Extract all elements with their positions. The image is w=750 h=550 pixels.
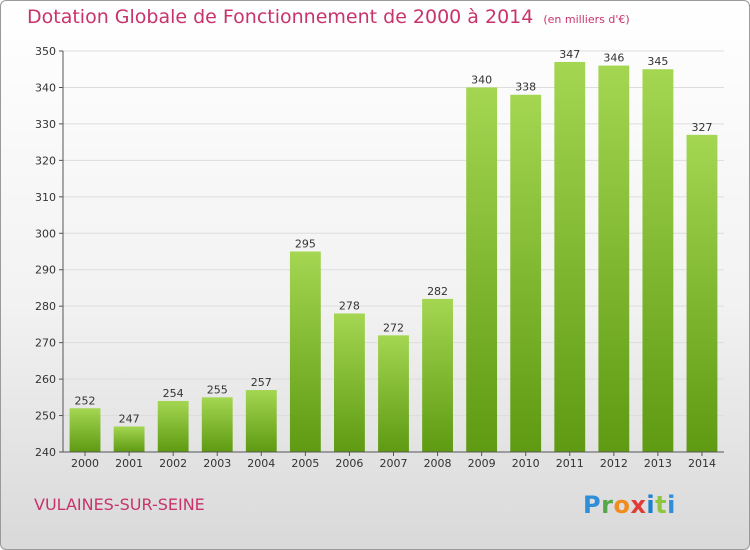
- chart-title-text: Dotation Globale de Fonctionnement de 20…: [27, 6, 534, 28]
- bar-2000: [69, 408, 101, 452]
- bar-2004: [245, 390, 277, 452]
- y-tick-label: 350: [35, 45, 56, 58]
- bar-2003: [201, 397, 233, 452]
- logo-letter: i: [667, 491, 676, 519]
- data-label-2000: 252: [75, 394, 96, 407]
- data-label-2006: 278: [339, 299, 360, 312]
- logo-letter: r: [601, 491, 614, 519]
- y-tick-label: 340: [35, 81, 56, 94]
- data-label-2009: 340: [471, 73, 492, 86]
- data-label-2010: 338: [515, 81, 536, 94]
- data-label-2002: 254: [163, 387, 184, 400]
- data-label-2004: 257: [251, 376, 272, 389]
- data-label-2008: 282: [427, 285, 448, 298]
- y-tick-label: 320: [35, 154, 56, 167]
- bar-2014: [686, 134, 718, 452]
- y-tick-label: 270: [35, 337, 56, 350]
- logo-letter: t: [655, 491, 668, 519]
- y-tick-label: 290: [35, 264, 56, 277]
- logo-letter: P: [583, 491, 602, 519]
- y-tick-label: 260: [35, 373, 56, 386]
- logo-letter: i: [646, 491, 656, 519]
- x-tick-label: 2008: [424, 457, 452, 470]
- y-tick-label: 280: [35, 300, 56, 313]
- bar-2007: [378, 335, 409, 452]
- x-tick-label: 2000: [71, 457, 99, 470]
- x-tick-label: 2004: [247, 457, 275, 470]
- chart-title: Dotation Globale de Fonctionnement de 20…: [27, 6, 630, 28]
- data-label-2001: 247: [119, 412, 140, 425]
- y-tick-label: 310: [35, 191, 56, 204]
- x-tick-label: 2014: [688, 457, 716, 470]
- bar-2001: [113, 426, 145, 452]
- x-tick-label: 2009: [468, 457, 496, 470]
- x-tick-label: 2007: [380, 457, 408, 470]
- data-label-2005: 295: [295, 238, 316, 251]
- logo-letter: x: [630, 491, 647, 519]
- bar-2013: [642, 69, 674, 453]
- bar-2006: [334, 313, 365, 452]
- x-tick-label: 2001: [115, 457, 143, 470]
- data-label-2003: 255: [207, 383, 228, 396]
- bar-2010: [510, 94, 542, 452]
- y-tick-label: 300: [35, 227, 56, 240]
- data-label-2014: 327: [691, 121, 712, 134]
- chart-unit: (en milliers d'€): [543, 13, 630, 26]
- x-tick-label: 2005: [291, 457, 319, 470]
- proxiti-logo: Proxiti: [583, 491, 676, 519]
- x-tick-label: 2013: [644, 457, 672, 470]
- data-label-2012: 346: [603, 52, 624, 65]
- x-tick-label: 2011: [556, 457, 584, 470]
- data-label-2013: 345: [647, 55, 668, 68]
- bar-2012: [598, 65, 630, 452]
- x-tick-label: 2002: [159, 457, 187, 470]
- logo-letter: o: [613, 491, 631, 519]
- bar-2009: [466, 87, 498, 453]
- commune-name: VULAINES-SUR-SEINE: [34, 495, 205, 514]
- data-label-2011: 347: [559, 48, 580, 61]
- y-tick-label: 330: [35, 118, 56, 131]
- bar-2008: [422, 298, 453, 452]
- bar-2002: [157, 400, 189, 452]
- x-tick-label: 2006: [335, 457, 363, 470]
- x-tick-label: 2003: [203, 457, 231, 470]
- x-tick-label: 2012: [600, 457, 628, 470]
- x-tick-label: 2010: [512, 457, 540, 470]
- bar-2011: [554, 61, 586, 452]
- y-tick-label: 250: [35, 410, 56, 423]
- data-label-2007: 272: [383, 321, 404, 334]
- bar-2005: [289, 251, 321, 452]
- y-tick-label: 240: [35, 446, 56, 459]
